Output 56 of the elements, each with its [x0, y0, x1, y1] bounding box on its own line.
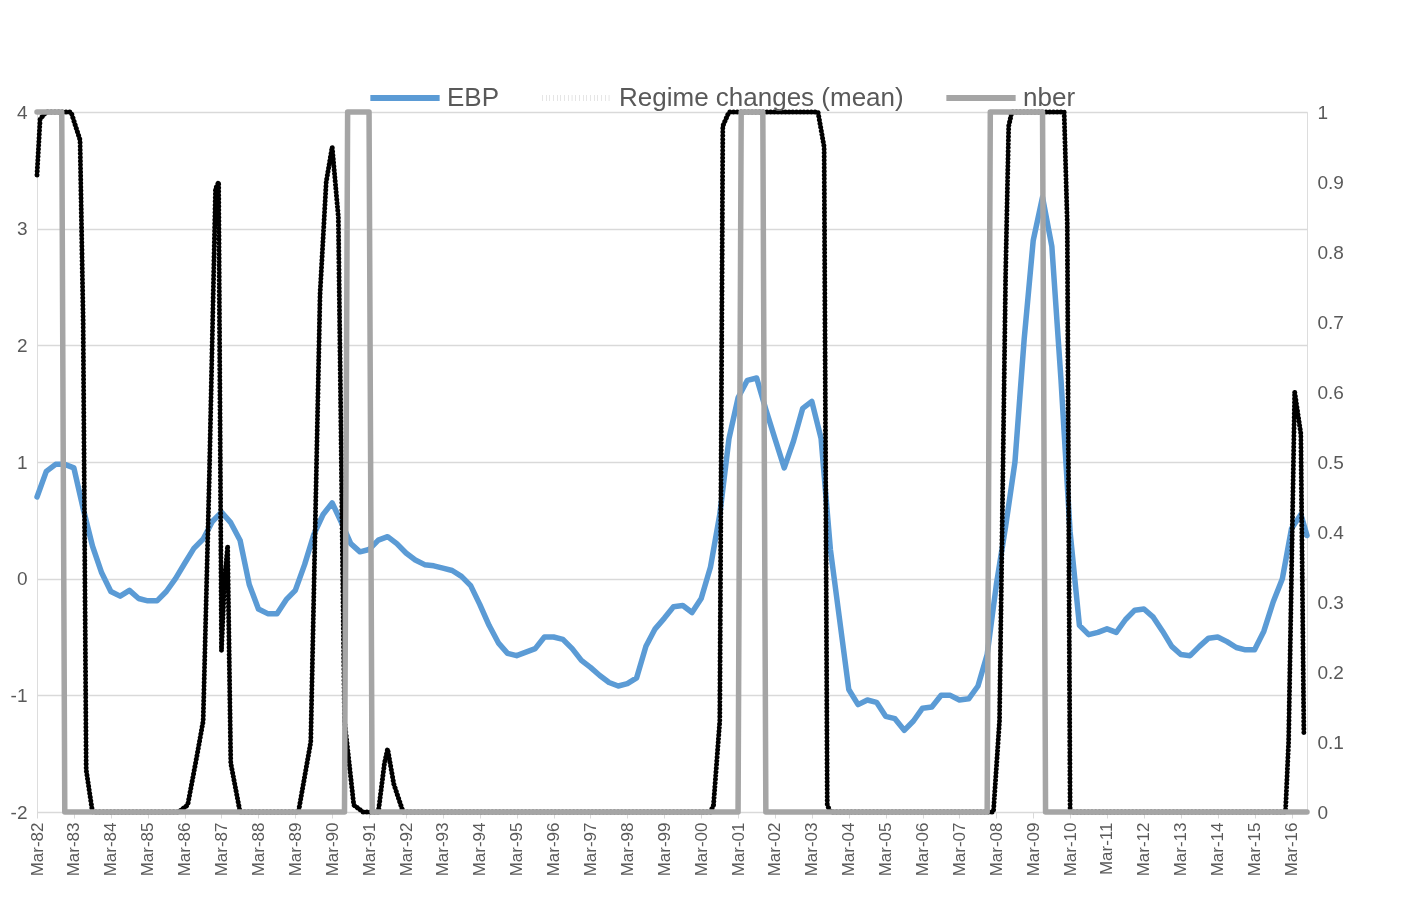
- y-tick-label: 0: [16, 568, 28, 590]
- x-tick-label: Mar-82: [27, 822, 47, 877]
- x-tick-label: Mar-06: [913, 822, 933, 877]
- x-tick-label: Mar-09: [1023, 822, 1043, 877]
- y-tick-label: -2: [10, 801, 28, 823]
- x-tick-label: Mar-16: [1282, 822, 1302, 877]
- legend-label: Regime changes (mean): [619, 82, 904, 112]
- y-tick-label: 1: [16, 451, 28, 473]
- x-tick-label: Mar-89: [285, 822, 305, 877]
- y2-tick-label: 0.7: [1317, 311, 1344, 333]
- x-tick-label: Mar-83: [64, 822, 84, 877]
- x-tick-label: Mar-84: [101, 822, 121, 877]
- y2-tick-label: 0.9: [1317, 171, 1344, 193]
- y-tick-label: 4: [16, 101, 28, 123]
- y2-tick-label: 0.6: [1317, 381, 1344, 403]
- x-tick-label: Mar-86: [175, 822, 195, 877]
- y2-tick-label: 0.8: [1317, 241, 1344, 263]
- y2-tick-label: 0.5: [1317, 451, 1344, 473]
- x-tick-label: Mar-91: [359, 822, 379, 877]
- legend-label: nber: [1023, 82, 1076, 112]
- x-tick-label: Mar-13: [1171, 822, 1191, 877]
- x-tick-label: Mar-01: [728, 822, 748, 877]
- x-tick-label: Mar-00: [691, 822, 711, 877]
- x-tick-label: Mar-95: [507, 822, 527, 877]
- y2-tick-label: 1: [1317, 101, 1329, 123]
- y2-tick-label: 0.4: [1317, 521, 1345, 543]
- y2-tick-label: 0.1: [1317, 731, 1344, 753]
- x-tick-label: Mar-08: [986, 822, 1006, 877]
- x-tick-label: Mar-10: [1060, 822, 1080, 877]
- x-tick-label: Mar-98: [617, 822, 637, 877]
- x-tick-label: Mar-96: [544, 822, 564, 877]
- y2-tick-label: 0.3: [1317, 591, 1344, 613]
- x-tick-label: Mar-15: [1245, 822, 1265, 877]
- x-tick-label: Mar-87: [211, 822, 231, 877]
- y-tick-label: -1: [10, 684, 28, 706]
- y-tick-label: 2: [16, 334, 28, 356]
- x-tick-label: Mar-88: [248, 822, 268, 877]
- x-tick-label: Mar-93: [433, 822, 453, 877]
- x-tick-label: Mar-07: [949, 822, 969, 877]
- y2-tick-label: 0: [1317, 801, 1329, 823]
- x-tick-label: Mar-05: [876, 822, 896, 877]
- legend-label: EBP: [447, 82, 500, 112]
- x-tick-label: Mar-04: [839, 822, 859, 877]
- x-tick-label: Mar-85: [138, 822, 158, 877]
- x-tick-label: Mar-11: [1097, 822, 1117, 876]
- x-tick-label: Mar-90: [322, 822, 342, 877]
- x-tick-label: Mar-14: [1208, 822, 1228, 877]
- y2-tick-label: 0.2: [1317, 661, 1344, 683]
- x-tick-label: Mar-94: [470, 822, 490, 877]
- x-tick-label: Mar-03: [802, 822, 822, 877]
- y-tick-label: 3: [16, 218, 28, 240]
- x-tick-label: Mar-97: [580, 822, 600, 877]
- x-tick-label: Mar-99: [654, 822, 674, 877]
- x-tick-label: Mar-92: [396, 822, 416, 877]
- x-tick-label: Mar-12: [1134, 822, 1154, 877]
- x-tick-label: Mar-02: [765, 822, 785, 877]
